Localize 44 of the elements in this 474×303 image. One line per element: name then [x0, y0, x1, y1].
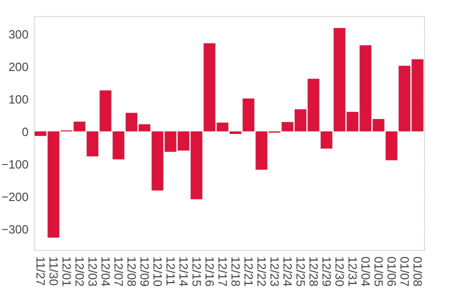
bar — [242, 98, 254, 132]
x-tick-label: 12/30 — [332, 256, 346, 287]
bar — [230, 131, 242, 134]
bar — [112, 131, 124, 160]
x-tick-label: 12/10 — [150, 256, 164, 287]
x-tick-label: 01/04 — [358, 256, 372, 287]
x-tick-label: 12/15 — [190, 256, 204, 287]
x-tick-label: 12/31 — [346, 256, 360, 287]
x-tick-label: 01/05 — [372, 256, 386, 287]
y-tick-label: 300 — [8, 27, 29, 42]
bar — [100, 90, 112, 132]
x-tick-label: 01/06 — [384, 256, 398, 287]
x-tick-label: 12/25 — [294, 256, 308, 287]
x-tick-label: 12/03 — [86, 256, 100, 287]
bar — [320, 131, 332, 149]
x-tick-label: 12/11 — [164, 256, 178, 286]
y-tick-label: 100 — [8, 92, 29, 106]
x-tick-label: 12/29 — [320, 256, 334, 287]
x-tick-label: 11/27 — [34, 256, 48, 286]
y-tick-label: 0 — [22, 124, 29, 139]
bar — [386, 131, 398, 160]
x-tick-label: 12/07 — [112, 256, 126, 287]
x-tick-label: 12/28 — [306, 256, 320, 287]
x-tick-label: 12/17 — [216, 256, 230, 287]
y-tick-label: 200 — [8, 60, 29, 74]
x-tick-label: 12/04 — [98, 256, 112, 287]
x-tick-label: 11/30 — [46, 256, 60, 286]
x-tick-label: 12/22 — [254, 256, 268, 287]
y-tick-label: −300 — [1, 222, 29, 236]
x-tick-label: 12/16 — [202, 256, 216, 287]
x-tick-label: 12/24 — [280, 256, 294, 287]
x-tick-label: 01/08 — [410, 256, 424, 287]
x-tick-label: 12/08 — [124, 256, 138, 287]
x-tick-label: 12/21 — [242, 256, 256, 287]
x-tick-label: 12/09 — [138, 256, 152, 287]
bar — [86, 131, 98, 156]
x-tick-label: 12/18 — [228, 256, 242, 287]
x-tick-label: 12/14 — [176, 256, 190, 287]
y-tick-label: −200 — [1, 190, 29, 204]
x-tick-label: 12/23 — [268, 256, 282, 287]
x-tick-label: 01/07 — [398, 256, 412, 287]
y-tick-label: −100 — [1, 157, 29, 172]
x-tick-label: 12/02 — [72, 256, 86, 287]
x-tick-label: 12/01 — [60, 256, 74, 287]
